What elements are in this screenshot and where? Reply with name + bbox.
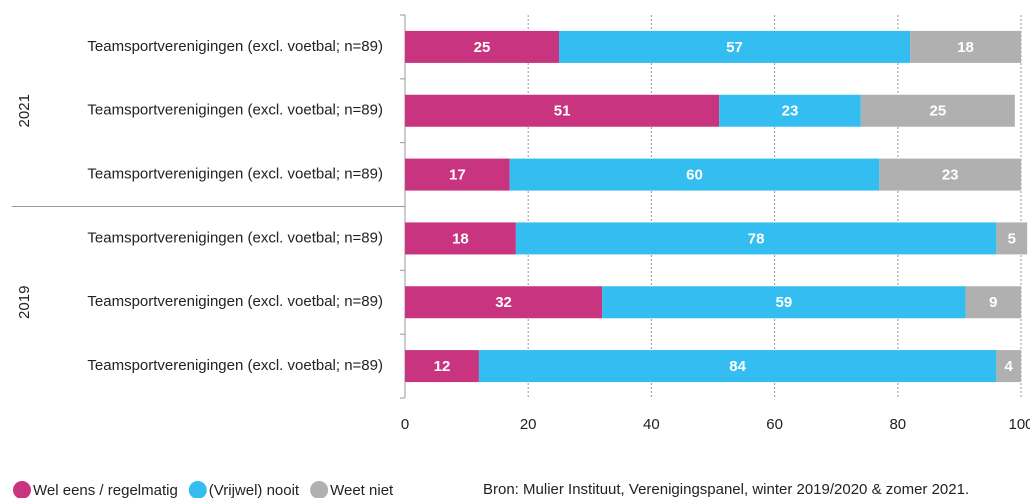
bar-segment [879,158,1021,191]
value-label: 17 [449,167,466,184]
bar-segment [860,94,1015,127]
y-tick-label: Teamsportverenigingen (excl. voetbal; n=… [87,229,383,246]
legend-swatch [13,481,31,498]
y-tick-label: Teamsportverenigingen (excl. voetbal; n=… [87,166,383,183]
x-tick-label: 0 [401,416,409,433]
value-label: 5 [1008,230,1016,247]
bar-segment [996,350,1021,383]
x-tick-label: 40 [643,416,660,433]
x-tick-label: 80 [889,416,906,433]
bar-segment [719,94,861,127]
legend-swatch [310,481,329,498]
value-label: 23 [782,103,799,120]
legend-swatch [188,481,207,498]
value-label: 12 [434,358,451,375]
bar-segment [559,30,911,63]
y-tick-label: Teamsportverenigingen (excl. voetbal; n=… [87,102,383,119]
legend-label: Wel eens / regelmatig [33,482,178,498]
legend-label: Weet niet [330,482,394,498]
bar-segment [405,286,603,319]
value-label: 78 [748,230,765,247]
value-label: 25 [929,103,946,120]
value-label: 18 [452,230,469,247]
group-label: 2019 [16,286,33,319]
value-label: 9 [989,294,997,311]
value-label: 60 [686,167,703,184]
value-label: 18 [957,39,974,56]
legend-label: (Vrijwel) nooit [209,482,300,498]
bar-segment [405,350,479,383]
bar-segment [405,222,516,255]
value-label: 32 [495,294,512,311]
bar-segment [405,94,720,127]
group-label: 2021 [16,94,33,127]
y-tick-label: Teamsportverenigingen (excl. voetbal; n=… [87,38,383,55]
bar-segment [910,30,1021,63]
bar-segment [405,30,559,63]
bar-segment [515,222,997,255]
value-label: 59 [775,294,792,311]
x-tick-label: 60 [766,416,783,433]
value-label: 4 [1005,358,1014,375]
bar-segment [405,158,510,191]
bar-segment [965,286,1021,319]
value-label: 25 [474,39,491,56]
x-tick-label: 20 [520,416,537,433]
y-tick-label: Teamsportverenigingen (excl. voetbal; n=… [87,293,383,310]
bar-segment [478,350,997,383]
source: Bron: Mulier Instituut, Verenigingspanel… [483,481,969,498]
bar-segment [996,222,1028,255]
value-label: 84 [729,358,746,375]
bar-segment [509,158,880,191]
y-tick-label: Teamsportverenigingen (excl. voetbal; n=… [87,357,383,374]
value-label: 57 [726,39,743,56]
bar-segment [602,286,966,319]
value-label: 51 [554,103,571,120]
value-label: 23 [942,167,959,184]
x-tick-label: 100 [1008,416,1030,433]
